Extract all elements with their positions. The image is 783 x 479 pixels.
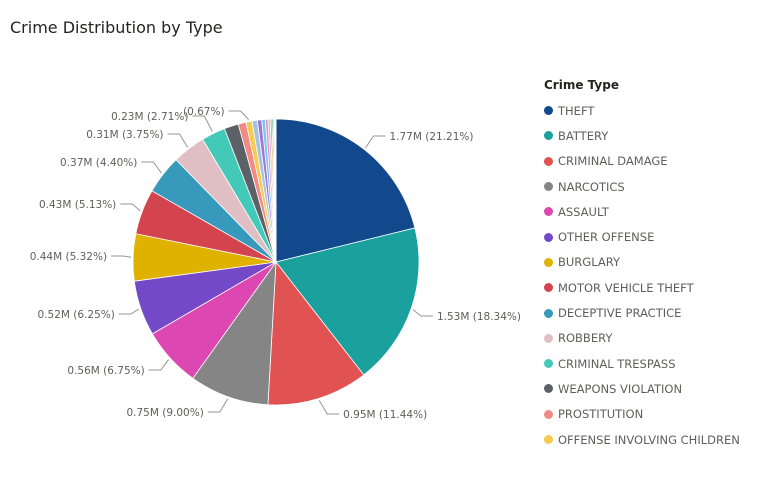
leader-line <box>111 255 132 258</box>
pie-slice-narcotics[interactable] <box>192 260 277 406</box>
legend-marker <box>544 106 553 116</box>
leader-line <box>120 203 141 212</box>
legend-label: WEAPONS VIOLATION <box>558 381 683 396</box>
data-label: 0.23M (2.71%) <box>111 111 188 123</box>
legend-label: CRIMINAL DAMAGE <box>558 154 668 169</box>
legend-label: ROBBERY <box>558 331 613 346</box>
leader-line <box>412 309 433 317</box>
legend-items: THEFT BATTERY CRIMINAL DAMAGE NARCOTICS ASSA… <box>544 98 740 452</box>
legend-marker <box>544 257 553 267</box>
legend-item[interactable]: OTHER OFFENSE <box>544 224 740 249</box>
data-label: 1.77M (21.21%) <box>389 131 473 143</box>
pie-slice-battery[interactable] <box>275 227 420 376</box>
data-label: 0.56M (6.75%) <box>67 365 144 377</box>
leader-line <box>118 308 140 315</box>
legend-marker <box>544 384 553 394</box>
legend-item[interactable]: WEAPONS VIOLATION <box>544 376 740 401</box>
legend-marker <box>544 359 553 369</box>
leader-line <box>148 359 170 371</box>
leader-line <box>318 400 340 415</box>
legend-item[interactable]: THEFT <box>544 98 740 123</box>
leader-line <box>141 161 162 174</box>
leader-line <box>167 133 188 148</box>
legend-label: BURGLARY <box>558 255 621 270</box>
pie-slice-other-23[interactable] <box>274 118 277 263</box>
leader-line <box>192 115 213 132</box>
data-labels: 1.77M (21.21%) 1.53M (18.34%) 0.95M (11.44… <box>30 106 521 421</box>
legend-marker <box>544 333 553 343</box>
data-label: 1.53M (18.34%) <box>437 311 521 323</box>
legend-title: Crime Type <box>544 78 619 92</box>
data-label: 0.31M (3.75%) <box>86 129 163 141</box>
leader-line <box>228 110 249 120</box>
legend-marker <box>544 409 553 419</box>
legend-label: PROSTITUTION <box>558 407 644 422</box>
legend-marker <box>544 232 553 242</box>
pie-slices <box>132 118 420 406</box>
legend: Crime Type THEFT BATTERY CRIMINAL DAMAGE NA… <box>544 78 740 452</box>
pie-slice-criminal-damage[interactable] <box>267 260 365 406</box>
legend-item[interactable]: MOTOR VEHICLE THEFT <box>544 275 740 300</box>
legend-label: MOTOR VEHICLE THEFT <box>558 280 694 295</box>
data-label: 0.95M (11.44%) <box>343 409 427 421</box>
data-label: 0.52M (6.25%) <box>38 309 115 321</box>
legend-item[interactable]: BURGLARY <box>544 250 740 275</box>
data-label: 0.43M (5.13%) <box>39 199 116 211</box>
legend-label: BATTERY <box>558 128 609 143</box>
legend-marker <box>544 131 553 141</box>
legend-marker <box>544 156 553 166</box>
legend-item[interactable]: CRIMINAL TRESPASS <box>544 351 740 376</box>
legend-item[interactable]: OFFENSE INVOLVING CHILDREN <box>544 427 740 452</box>
legend-label: ASSAULT <box>558 204 609 219</box>
legend-marker <box>544 308 553 318</box>
legend-label: OFFENSE INVOLVING CHILDREN <box>558 432 740 447</box>
data-label: 0.37M (4.40%) <box>60 157 137 169</box>
legend-marker <box>544 207 553 217</box>
legend-label: DECEPTIVE PRACTICE <box>558 306 682 321</box>
legend-marker <box>544 435 553 444</box>
legend-item[interactable]: BATTERY <box>544 123 740 148</box>
label-leaders <box>111 110 433 415</box>
legend-item[interactable]: ROBBERY <box>544 326 740 351</box>
legend-item[interactable]: CRIMINAL DAMAGE <box>544 149 740 174</box>
legend-item[interactable]: PROSTITUTION <box>544 402 740 427</box>
chart-title: Crime Distribution by Type <box>10 18 223 37</box>
data-label: 0.75M (9.00%) <box>126 407 203 419</box>
legend-label: OTHER OFFENSE <box>558 230 655 245</box>
legend-marker <box>544 182 553 192</box>
legend-item[interactable]: NARCOTICS <box>544 174 740 199</box>
data-label: 0.44M (5.32%) <box>30 251 107 263</box>
pie-slice-theft[interactable] <box>275 118 416 263</box>
legend-label: CRIMINAL TRESPASS <box>558 356 676 371</box>
data-label: (0.67%) <box>183 106 225 118</box>
leader-line <box>365 135 386 149</box>
legend-label: THEFT <box>558 103 595 118</box>
legend-marker <box>544 283 553 293</box>
legend-item[interactable]: DECEPTIVE PRACTICE <box>544 300 740 325</box>
legend-label: NARCOTICS <box>558 179 625 194</box>
leader-line <box>207 398 229 413</box>
legend-item[interactable]: ASSAULT <box>544 199 740 224</box>
